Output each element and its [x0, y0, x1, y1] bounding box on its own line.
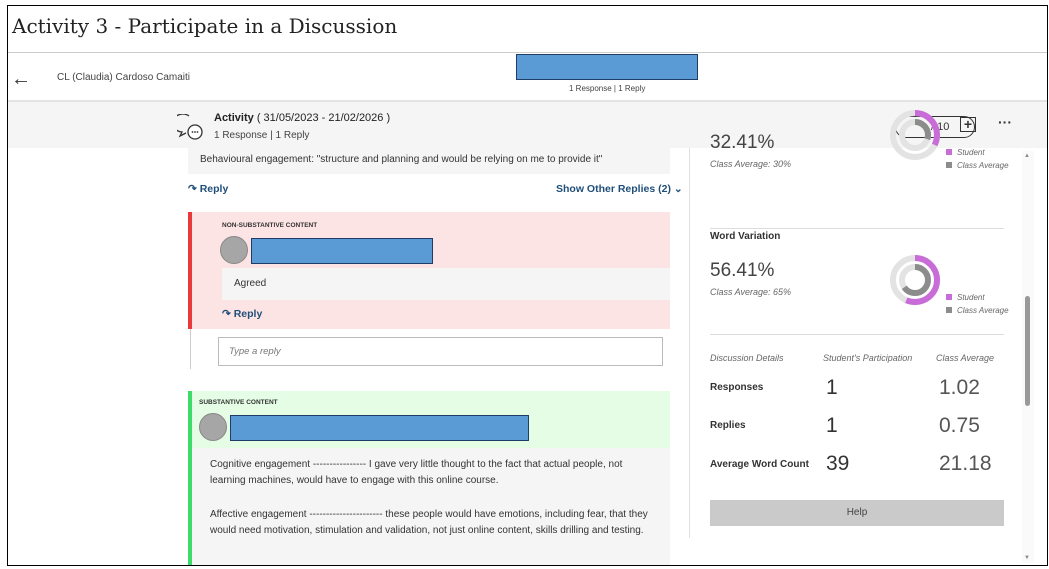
- average-arc: [899, 119, 931, 151]
- divider: [8, 52, 1047, 53]
- reply-link[interactable]: ↷ Reply: [188, 183, 229, 195]
- average-arc: [899, 264, 931, 296]
- student-value: 1: [826, 376, 838, 399]
- substantive-reply: SUBSTANTIVE CONTENT Cognitive engagement…: [188, 391, 670, 565]
- redacted-student-selector[interactable]: [516, 54, 698, 80]
- activity-header: [8, 100, 1047, 148]
- row-label: Replies: [710, 420, 746, 431]
- scrollbar[interactable]: ▲ ▼: [1022, 151, 1034, 563]
- average-value: 21.18: [939, 452, 992, 475]
- back-arrow-icon[interactable]: ←: [11, 68, 31, 90]
- help-button[interactable]: Help: [710, 500, 1004, 526]
- metric-class-average: Class Average: 65%: [710, 287, 792, 297]
- show-other-replies[interactable]: Show Other Replies (2) ⌄: [556, 183, 683, 195]
- student-arc: [890, 255, 940, 305]
- redacted-name: [230, 415, 529, 441]
- discussion-icon: [177, 114, 203, 140]
- student-counts: 1 Response | 1 Reply: [569, 84, 646, 93]
- non-substantive-reply: NON-SUBSTANTIVE CONTENT Agreed ↷ Reply: [188, 212, 670, 329]
- content-tag: SUBSTANTIVE CONTENT: [199, 399, 278, 406]
- avatar: [199, 413, 227, 441]
- metric-value: 32.41%: [710, 132, 775, 153]
- add-feedback-icon[interactable]: +: [960, 117, 976, 132]
- legend-student: Student: [946, 293, 985, 302]
- details-header: Discussion Details: [710, 353, 784, 363]
- metric-label: Word Variation: [710, 231, 781, 242]
- reply-paragraph: Cognitive engagement ---------------- I …: [210, 459, 623, 486]
- legend-student: Student: [946, 148, 985, 157]
- student-name: CL (Claudia) Cardoso Camaiti: [57, 72, 191, 83]
- redacted-name: [251, 238, 433, 264]
- legend-class-average: Class Average: [946, 161, 1009, 170]
- more-options-icon[interactable]: ···: [998, 114, 1012, 130]
- reply-paragraph: Affective engagement -------------------…: [210, 509, 648, 536]
- content-tag: NON-SUBSTANTIVE CONTENT: [222, 222, 318, 229]
- reply-input[interactable]: Type a reply: [218, 337, 663, 366]
- activity-title: Activity: [214, 112, 254, 124]
- metric-class-average: Class Average: 30%: [710, 159, 792, 169]
- page-title: Activity 3 - Participate in a Discussion: [12, 14, 398, 38]
- row-label: Average Word Count: [710, 459, 809, 470]
- avatar: [220, 236, 248, 264]
- scrollbar-thumb[interactable]: [1025, 296, 1030, 406]
- average-value: 0.75: [939, 414, 980, 437]
- reply-text: Agreed: [234, 278, 267, 289]
- row-label: Responses: [710, 382, 764, 393]
- quoted-text: Behavioural engagement: "structure and p…: [200, 154, 603, 165]
- average-value: 1.02: [939, 376, 980, 399]
- student-arc: [890, 110, 940, 160]
- metric-value: 56.41%: [710, 260, 775, 281]
- student-value: 1: [826, 414, 838, 437]
- donut-chart: [890, 255, 940, 305]
- details-header: Class Average: [936, 353, 995, 363]
- legend-class-average: Class Average: [946, 306, 1009, 315]
- reply-link[interactable]: ↷ Reply: [222, 308, 263, 320]
- student-value: 39: [826, 452, 850, 475]
- details-header: Student's Participation: [823, 353, 913, 363]
- window: Activity 3 - Participate in a Discussion…: [7, 5, 1048, 566]
- activity-dates: ( 31/05/2023 - 21/02/2026 ): [256, 112, 391, 124]
- donut-chart: [890, 110, 940, 160]
- activity-counts: 1 Response | 1 Reply: [214, 130, 310, 141]
